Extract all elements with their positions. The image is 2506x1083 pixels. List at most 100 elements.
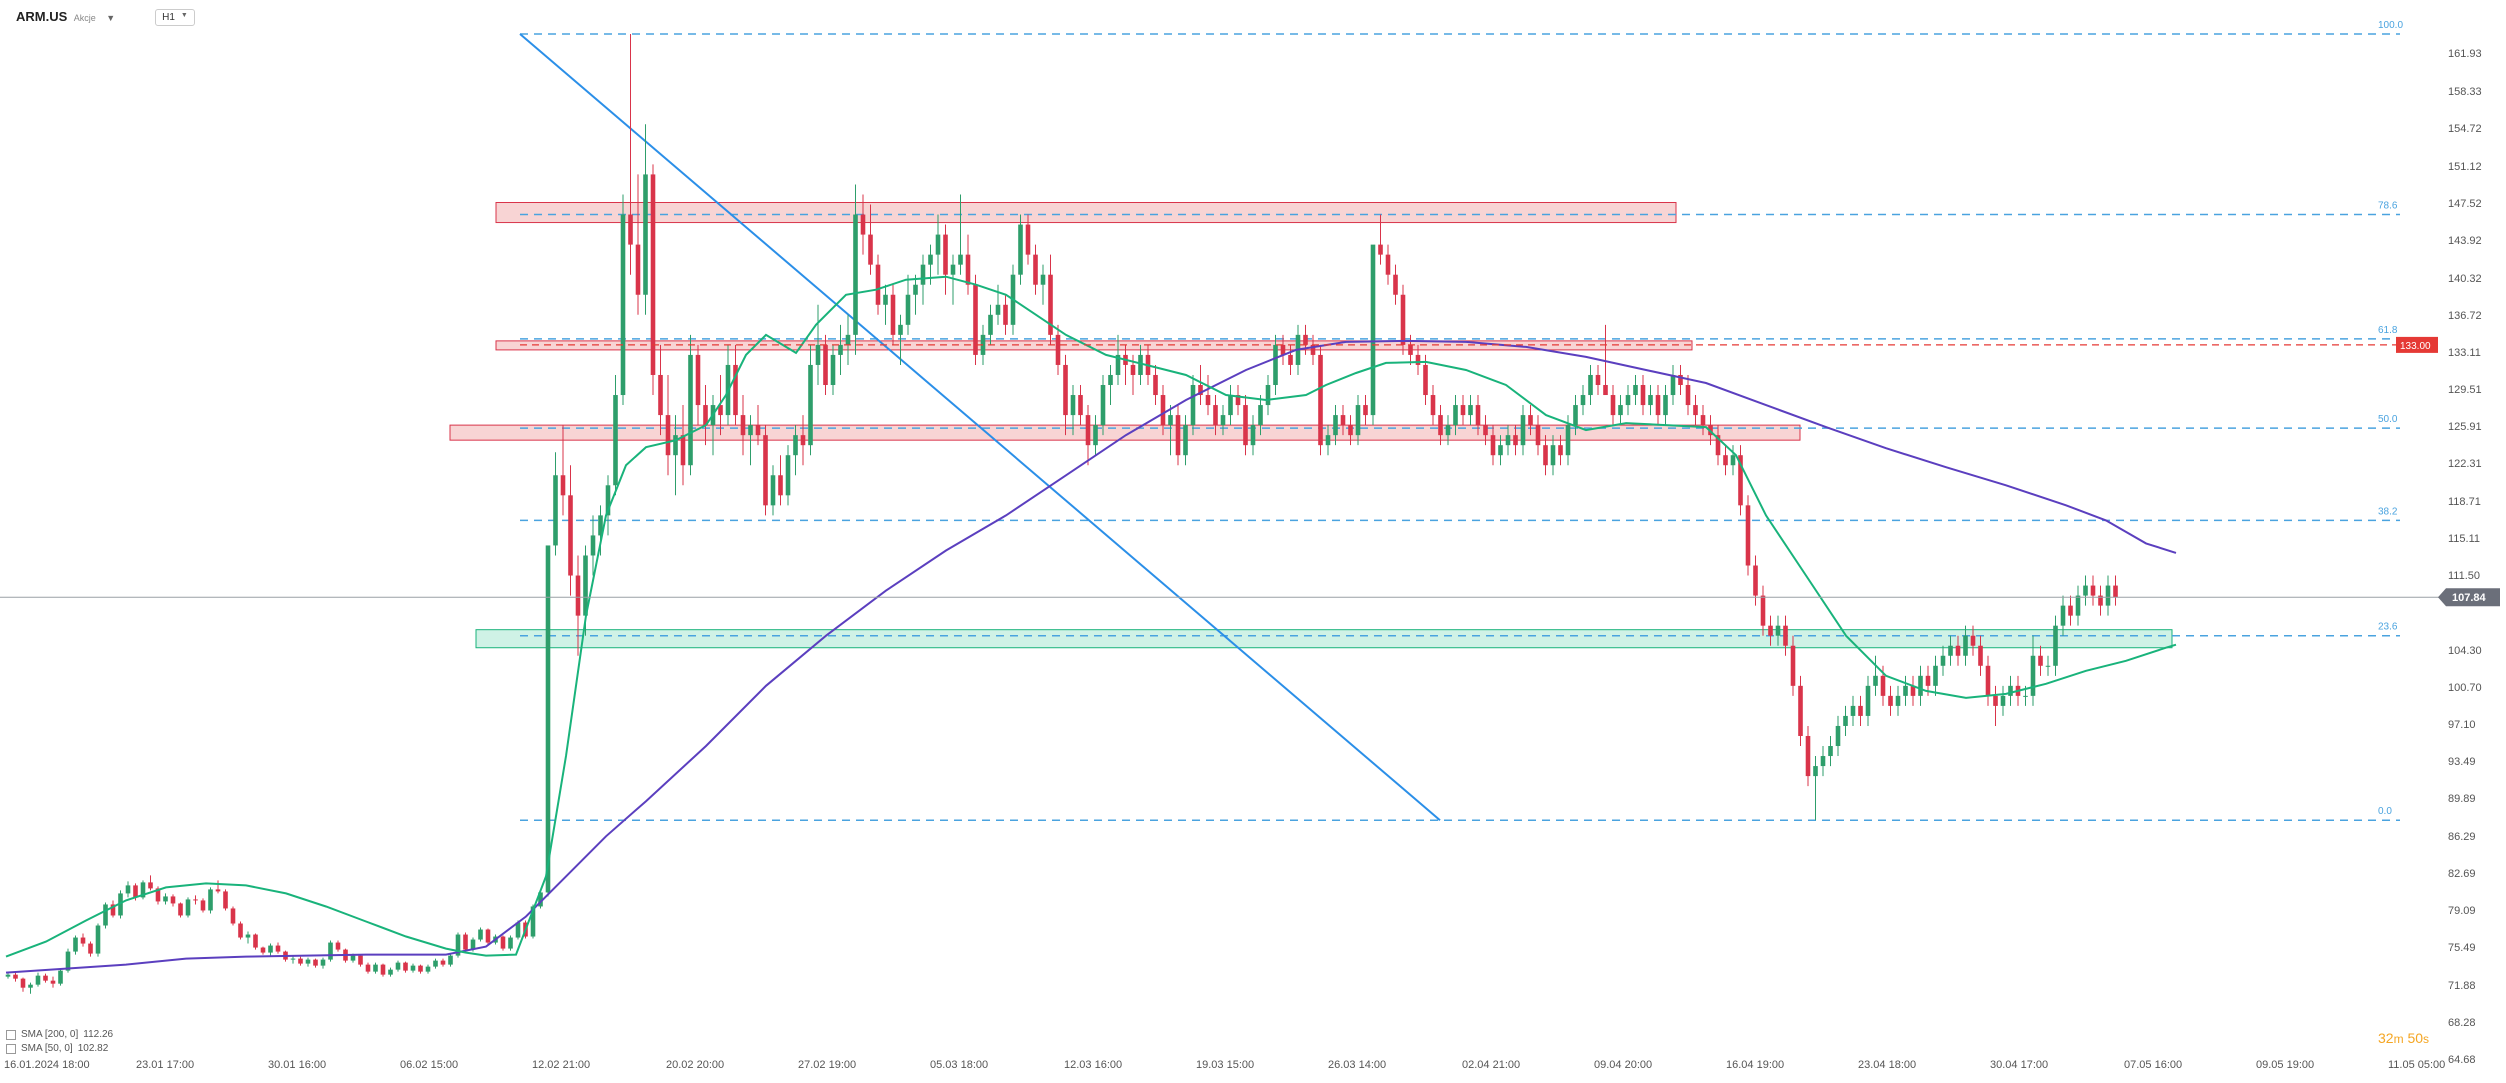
candle <box>2038 645 2043 676</box>
candle <box>1115 334 1121 386</box>
x-tick-label: 07.05 16:00 <box>2124 1059 2182 1071</box>
candle <box>1423 354 1428 406</box>
candle-body <box>1228 395 1233 416</box>
candle-body <box>973 284 978 355</box>
candle-body <box>1430 395 1436 416</box>
legend-sma50[interactable]: SMA [50, 0] 102.82 <box>6 1042 113 1056</box>
candle-body <box>358 955 363 965</box>
candle-body <box>395 962 401 970</box>
candle <box>898 314 903 365</box>
candle <box>1948 635 1953 666</box>
candle <box>1573 395 1578 436</box>
candle-body <box>1303 334 1308 345</box>
candle <box>178 902 183 918</box>
x-tick-label: 19.03 15:00 <box>1196 1059 1254 1071</box>
candle <box>1715 425 1721 466</box>
candle-body <box>2038 655 2043 666</box>
indicator-legend: SMA [200, 0] 112.26 SMA [50, 0] 102.82 <box>6 1028 113 1056</box>
candle <box>1648 385 1653 416</box>
candle-body <box>733 364 738 416</box>
chevron-down-icon[interactable]: ▼ <box>106 13 116 23</box>
candle-body <box>1333 415 1338 436</box>
candle <box>1843 705 1848 736</box>
candle-body <box>440 960 446 965</box>
candle-body <box>478 929 483 940</box>
candle <box>478 927 483 942</box>
candle <box>635 174 641 315</box>
candle-body <box>1243 405 1248 446</box>
candle <box>1483 415 1488 446</box>
candle-body <box>913 284 918 295</box>
candle <box>905 274 911 335</box>
candle-body <box>1153 374 1158 396</box>
y-tick-label: 68.28 <box>2448 1017 2476 1029</box>
candle <box>800 415 806 466</box>
countdown-minutes: 32 <box>2378 1030 2394 1046</box>
settings-icon[interactable] <box>6 1030 16 1040</box>
candle-body <box>1415 354 1421 365</box>
symbol-selector[interactable]: ARM.US Akcje ▼ <box>16 8 115 26</box>
price-axis[interactable]: 161.93 158.33 154.72 151.12 147.52 143.92 140.… <box>2448 48 2482 1066</box>
candle-body <box>1805 735 1811 777</box>
candle <box>148 875 153 891</box>
candle-body <box>605 485 611 516</box>
candle-body <box>13 974 18 979</box>
candle <box>1445 415 1451 446</box>
candle <box>1588 364 1593 406</box>
y-tick-label: 133.11 <box>2448 347 2481 359</box>
candle <box>440 958 446 967</box>
candle <box>868 204 873 275</box>
candle <box>1303 324 1308 355</box>
candle <box>605 475 611 536</box>
candle <box>1340 405 1346 436</box>
candle <box>1190 374 1196 436</box>
candle <box>1873 655 1878 696</box>
candle <box>1355 395 1361 446</box>
time-axis[interactable]: 16.01.2024 18:00 23.01 17:00 30.01 16:00 06… <box>4 1059 2445 1071</box>
candle <box>665 374 671 476</box>
candle-body <box>770 475 776 506</box>
candle-body <box>1865 685 1871 716</box>
settings-icon[interactable] <box>6 1044 16 1054</box>
candle-body <box>1880 675 1886 696</box>
candle <box>1288 344 1293 375</box>
x-tick-label: 30.04 17:00 <box>1990 1059 2048 1071</box>
candle-body <box>1378 244 1383 255</box>
candle <box>1070 385 1076 436</box>
candle <box>1798 675 1803 747</box>
candle-body <box>1280 344 1286 355</box>
legend-sma200-label: SMA [200, 0] <box>21 1029 79 1040</box>
candle-body <box>1408 344 1413 355</box>
candle <box>35 972 41 987</box>
countdown-s: s <box>2423 1032 2430 1046</box>
candle <box>1078 385 1083 426</box>
candle <box>988 304 993 345</box>
candle-body <box>1468 405 1473 416</box>
candle-body <box>1663 395 1668 416</box>
candle <box>500 935 506 951</box>
candle-body <box>1025 224 1031 255</box>
candle <box>2060 595 2066 636</box>
candle-body <box>1618 405 1623 416</box>
candle <box>1183 415 1188 466</box>
candle-body <box>80 937 86 944</box>
candle-body <box>1543 445 1548 466</box>
candle <box>1333 405 1338 446</box>
candle <box>1235 385 1241 416</box>
candle <box>1558 435 1563 466</box>
candle <box>1063 354 1068 436</box>
timeframe-selector[interactable]: H1 ▼ <box>155 8 195 26</box>
candle-body <box>1588 374 1593 396</box>
candle <box>1055 324 1061 375</box>
candle <box>260 946 266 955</box>
candle-body <box>1535 425 1541 446</box>
candle <box>973 274 978 365</box>
candle <box>1363 395 1368 426</box>
candle-body <box>275 945 281 952</box>
candle-body <box>695 354 701 406</box>
legend-sma200[interactable]: SMA [200, 0] 112.26 <box>6 1028 113 1042</box>
candle <box>628 34 633 275</box>
candle-body <box>1700 415 1706 426</box>
candle <box>920 254 926 305</box>
